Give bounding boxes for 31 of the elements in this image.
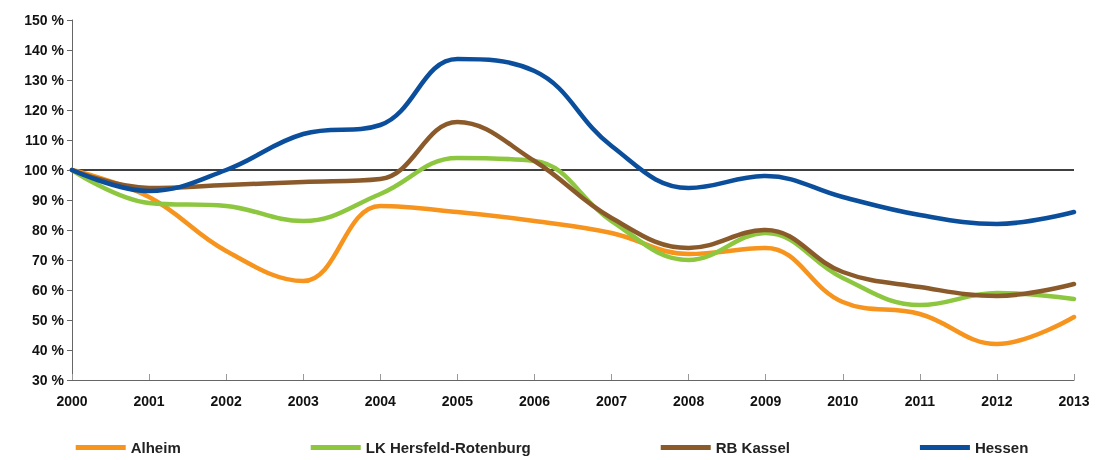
x-tick-label: 2000 <box>56 393 88 409</box>
x-tick-label: 2001 <box>133 393 165 409</box>
legend-label: Hessen <box>974 439 1029 456</box>
y-tick-label: 90 % <box>32 192 65 208</box>
x-tick-label: 2013 <box>1058 393 1090 409</box>
x-tick-label: 2008 <box>673 393 705 409</box>
x-tick-label: 2011 <box>904 393 936 409</box>
legend-label: LK Hersfeld-Rotenburg <box>365 439 531 456</box>
legend-label: Alheim <box>130 439 181 456</box>
y-tick-label: 140 % <box>24 42 65 58</box>
x-tick-label: 2005 <box>441 393 474 409</box>
y-tick-label: 40 % <box>32 342 65 358</box>
y-tick-label: 110 % <box>25 132 65 148</box>
x-tick-label: 2007 <box>595 393 628 409</box>
y-tick-label: 60 % <box>32 282 65 298</box>
x-tick-label: 2004 <box>364 393 397 409</box>
y-tick-label: 70 % <box>32 252 65 268</box>
y-tick-label: 120 % <box>24 102 65 118</box>
y-tick-label: 130 % <box>24 72 65 88</box>
y-tick-label: 150 % <box>24 12 65 28</box>
y-tick-label: 30 % <box>32 372 65 388</box>
y-tick-label: 100 % <box>24 162 65 178</box>
y-tick-label: 80 % <box>32 222 65 238</box>
x-tick-label: 2006 <box>518 393 551 409</box>
y-tick-label: 50 % <box>32 312 65 328</box>
x-tick-label: 2003 <box>287 393 320 409</box>
x-tick-label: 2010 <box>827 393 859 409</box>
x-tick-label: 2012 <box>981 393 1013 409</box>
legend-label: RB Kassel <box>715 439 790 456</box>
x-tick-label: 2009 <box>750 393 782 409</box>
x-tick-label: 2002 <box>210 393 242 409</box>
